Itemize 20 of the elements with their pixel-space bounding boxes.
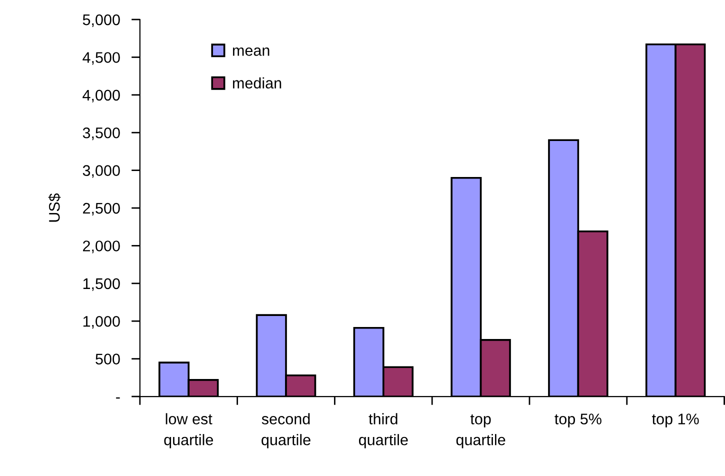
- y-tick-label: 500: [96, 354, 120, 364]
- y-tick-label: -: [116, 397, 120, 399]
- y-tick-label: 2,500: [83, 202, 120, 216]
- legend-label: median: [232, 77, 282, 89]
- legend-label: mean: [232, 48, 270, 56]
- x-tick-label: top 5%: [554, 414, 602, 428]
- y-axis-title: US$: [48, 193, 61, 222]
- y-tick-label: 1,500: [83, 278, 120, 291]
- y-tick-label: 4,000: [82, 90, 120, 102]
- x-tick-label: top 1%: [652, 414, 699, 428]
- x-tick-label: low est quartile: [164, 413, 213, 448]
- y-tick-label: 3,500: [82, 127, 120, 140]
- x-tick-label: top quartile: [456, 414, 506, 448]
- y-tick-label: 5,000: [82, 14, 120, 28]
- x-tick-label: second quartile: [262, 413, 310, 448]
- x-tick-label: third quartile: [358, 413, 408, 448]
- y-tick-label: 1,000: [83, 316, 120, 329]
- y-tick-label: 2,000: [83, 240, 120, 254]
- y-tick-label: 3,000: [82, 165, 120, 178]
- y-tick-label: 4,500: [82, 52, 120, 65]
